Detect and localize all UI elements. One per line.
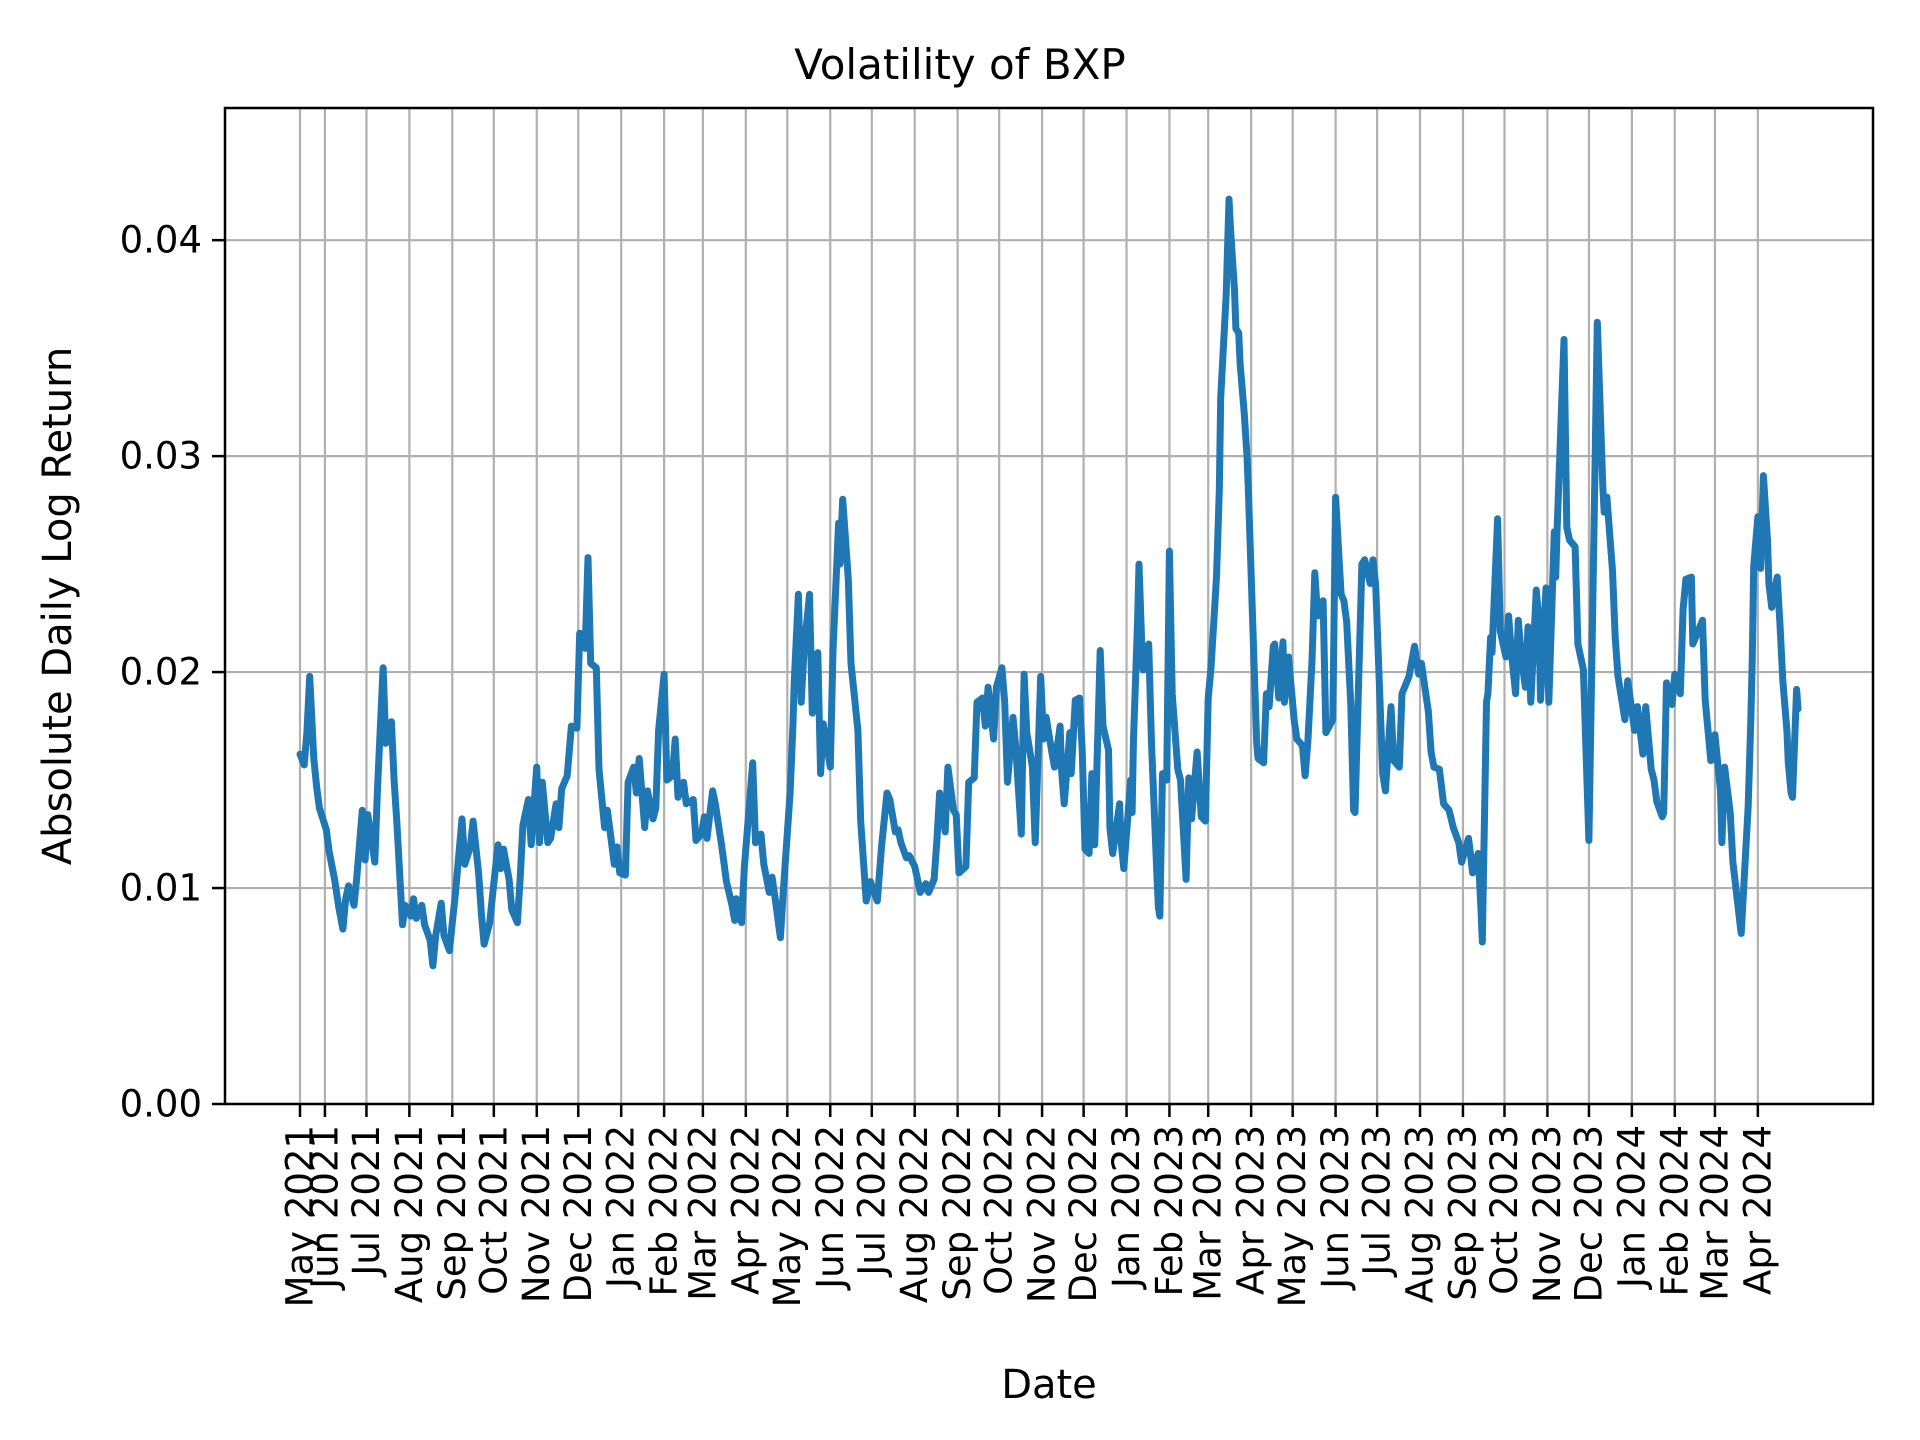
chart-title: Volatility of BXP [794, 40, 1126, 89]
x-tick-label: Jan 2022 [600, 1125, 643, 1290]
x-tick-label: Apr 2023 [1230, 1125, 1273, 1295]
x-tick-label: Sep 2022 [936, 1125, 979, 1301]
plot-frame [223, 106, 1875, 1106]
x-tick-label: Oct 2022 [978, 1125, 1021, 1295]
x-tick-label: Jun 2021 [303, 1125, 346, 1291]
x-tick-label: Oct 2021 [472, 1125, 515, 1295]
x-tick-label: Jan 2023 [1105, 1125, 1148, 1290]
x-tick-label: Aug 2022 [893, 1125, 936, 1303]
x-tick-label: Dec 2023 [1567, 1125, 1610, 1303]
x-tick-label: Jul 2022 [850, 1125, 893, 1278]
x-tick-label: Aug 2023 [1399, 1125, 1442, 1303]
x-axis-label: Date [1001, 1362, 1097, 1408]
x-tick-label: Mar 2022 [681, 1125, 724, 1301]
series-line [296, 195, 1802, 970]
x-tick-label: Dec 2022 [1062, 1125, 1105, 1303]
y-tick-label: 0.04 [120, 219, 202, 262]
x-tick-label: May 2023 [1271, 1125, 1314, 1307]
x-tick-label: May 2022 [766, 1125, 809, 1307]
x-tick-label: Jul 2021 [345, 1125, 388, 1278]
x-tick-label: Apr 2024 [1736, 1125, 1779, 1295]
x-tick-label: Jun 2022 [809, 1125, 852, 1291]
x-tick-label: Sep 2023 [1441, 1125, 1484, 1301]
x-tick-label: Sep 2021 [431, 1125, 474, 1301]
x-tick-label: Jul 2023 [1356, 1125, 1399, 1278]
x-tick-label: Jun 2023 [1314, 1125, 1357, 1291]
x-tick-label: Nov 2023 [1526, 1125, 1569, 1303]
x-tick-label: May 2021 [279, 1125, 322, 1307]
x-tick-label: Feb 2023 [1148, 1125, 1191, 1296]
x-tick-label: Apr 2022 [724, 1125, 767, 1295]
x-tick-label: Dec 2021 [557, 1125, 600, 1303]
y-tick-label: 0.00 [120, 1083, 202, 1126]
x-tick-label: Oct 2023 [1483, 1125, 1526, 1295]
x-tick-label: Mar 2024 [1693, 1125, 1736, 1301]
x-tick-label: Mar 2023 [1187, 1125, 1230, 1301]
y-tick-label: 0.02 [120, 651, 202, 694]
x-tick-label: Aug 2021 [388, 1125, 431, 1303]
x-tick-label: Nov 2021 [515, 1125, 558, 1303]
x-tick-label: Nov 2022 [1021, 1125, 1064, 1303]
x-tick-label: Feb 2024 [1653, 1125, 1696, 1296]
y-tick-label: 0.01 [120, 867, 202, 910]
y-tick-label: 0.03 [120, 435, 202, 478]
grid [225, 108, 1873, 1106]
x-tick-label: Jan 2024 [1610, 1125, 1653, 1290]
x-tick-label: Feb 2022 [643, 1125, 686, 1296]
